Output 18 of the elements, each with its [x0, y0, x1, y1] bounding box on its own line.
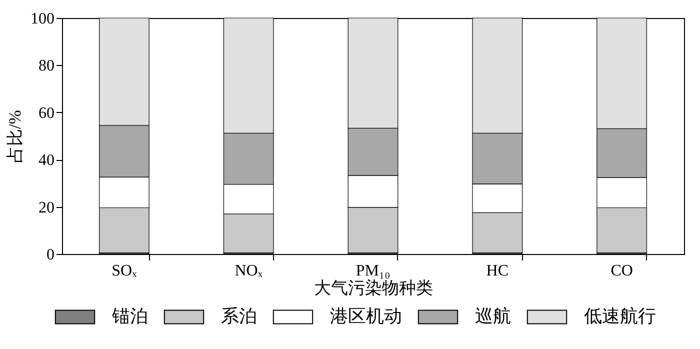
x-tick-label: HC — [486, 262, 509, 280]
x-tick-label: NOₓ — [234, 262, 263, 280]
legend-label: 港区机动 — [330, 306, 402, 326]
x-tick-label: CO — [610, 262, 633, 280]
y-tick-label: 40 — [38, 152, 54, 170]
y-tick-label: 20 — [38, 199, 54, 216]
y-tick-label: 80 — [38, 58, 54, 75]
x-axis-title: 大气污染物种类 — [314, 278, 433, 298]
x-tick-label: PM₁₀ — [356, 262, 390, 280]
x-tick-label: SOₓ — [112, 262, 138, 280]
legend-label: 锚泊 — [111, 306, 148, 326]
y-axis-title: 占比/% — [6, 110, 24, 163]
y-tick-label: 0 — [46, 246, 54, 264]
y-tick-label: 60 — [38, 104, 54, 122]
legend-label: 系泊 — [221, 306, 257, 326]
legend-label: 低速航行 — [584, 306, 656, 326]
y-tick-label: 100 — [30, 10, 54, 28]
legend-label: 巡航 — [475, 306, 511, 326]
